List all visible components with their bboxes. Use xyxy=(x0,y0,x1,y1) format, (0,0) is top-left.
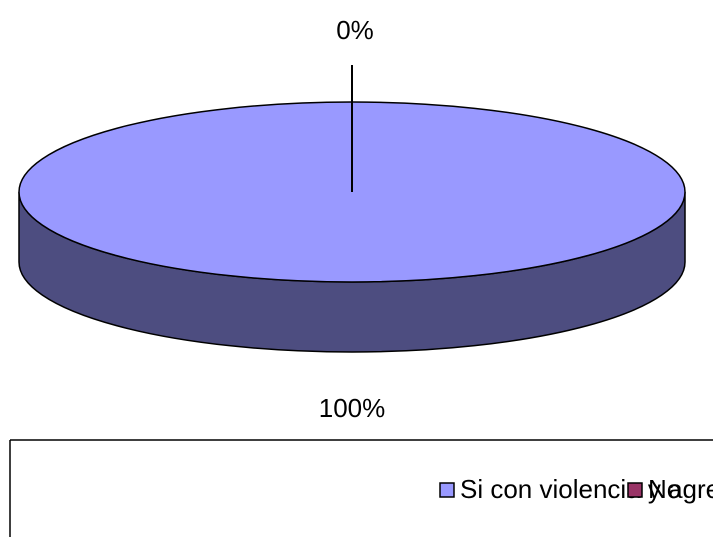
legend-swatch xyxy=(627,482,643,498)
legend-label: No xyxy=(648,474,681,504)
legend-swatch xyxy=(439,482,455,498)
legend-label: Si con violencia y agresividad xyxy=(460,474,713,504)
data-label: 100% xyxy=(319,393,386,423)
legend: Si con violencia y agresividadNo xyxy=(9,439,713,537)
pie: 100% 0% xyxy=(18,15,686,423)
data-label: 0% xyxy=(336,15,374,45)
